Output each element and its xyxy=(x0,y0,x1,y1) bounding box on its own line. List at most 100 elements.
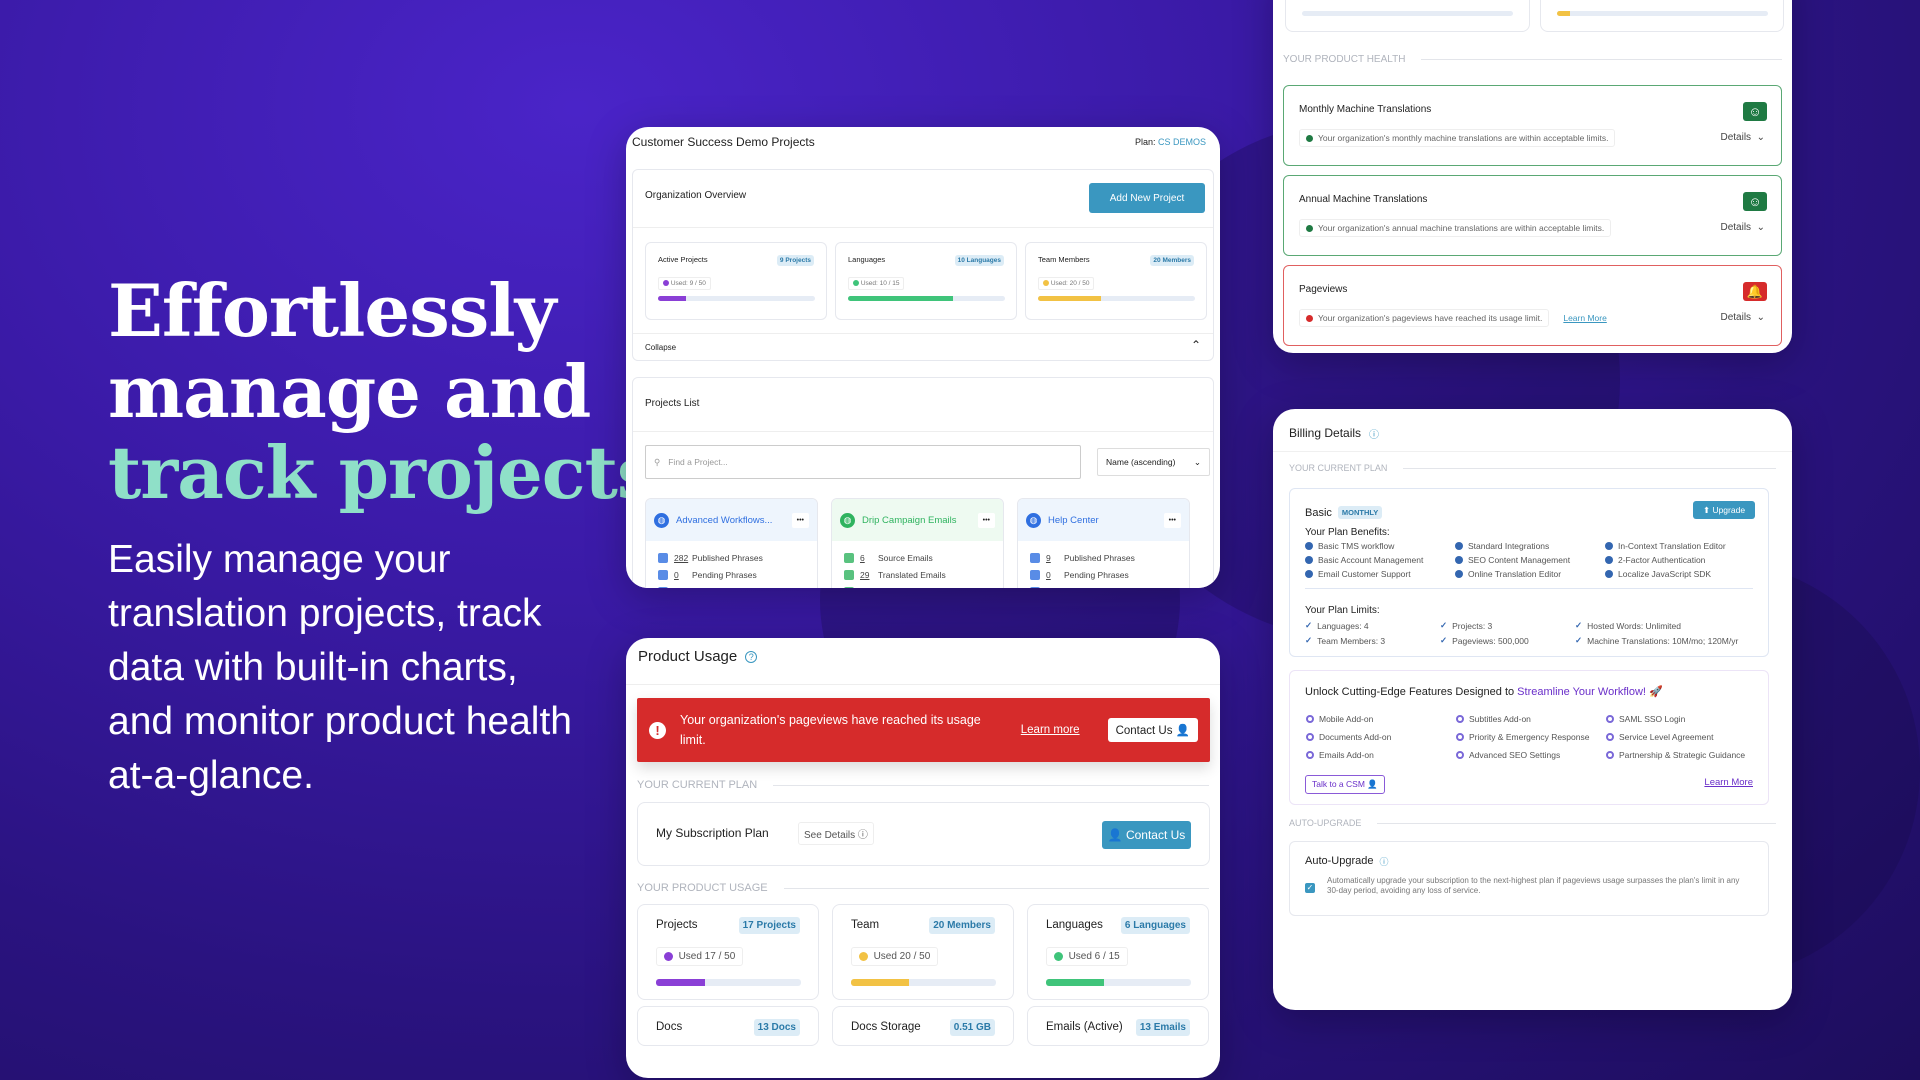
stat-icon xyxy=(658,569,668,580)
more-options-button[interactable]: ••• xyxy=(1163,512,1181,528)
search-icon: ⚲ xyxy=(654,456,661,467)
addon-item: Advanced SEO Settings xyxy=(1456,750,1606,760)
help-icon[interactable]: ? xyxy=(745,650,758,663)
upgrade-button[interactable]: ⬆ Upgrade xyxy=(1693,501,1755,519)
addon-icon xyxy=(1456,715,1464,723)
addon-item: Mobile Add-on xyxy=(1306,714,1456,724)
project-stat: 0 Pending Phrases xyxy=(658,566,805,583)
pageviews-alert: ! Your organization's pageviews have rea… xyxy=(637,698,1210,762)
limit-item: ✓ Machine Translations: 10M/mo; 120M/yr xyxy=(1575,635,1739,646)
chevron-up-icon[interactable]: ⌃ xyxy=(1190,338,1201,352)
learn-more-link[interactable]: Learn More xyxy=(1704,777,1753,788)
smile-icon: ☺ xyxy=(1743,102,1767,121)
learn-more-link[interactable]: Learn More xyxy=(1563,313,1607,323)
limit-item: ✓ Pageviews: 500,000 xyxy=(1440,635,1529,646)
progress-fill xyxy=(848,296,953,301)
health-item: Annual Machine Translations ☺ Your organ… xyxy=(1283,175,1782,256)
project-card[interactable]: ◍ Drip Campaign Emails ••• 6 Source Email… xyxy=(831,498,1004,588)
contact-us-button[interactable]: 👤 Contact Us xyxy=(1102,821,1191,849)
check-badge-icon xyxy=(1605,542,1613,550)
contact-us-button[interactable]: Contact Us 👤 xyxy=(1107,718,1198,742)
check-badge-icon xyxy=(1305,542,1313,550)
benefit-item: In-Context Translation Editor xyxy=(1605,541,1765,551)
addon-item: Subtitles Add-on xyxy=(1456,714,1606,724)
check-icon: ✓ xyxy=(1440,635,1448,645)
project-card[interactable]: ◍ Help Center ••• 9 Published Phrases 0 Pen… xyxy=(1017,498,1190,588)
check-badge-icon xyxy=(1605,556,1613,564)
progress-fill xyxy=(1038,296,1101,301)
add-new-project-button[interactable]: Add New Project xyxy=(1089,183,1205,213)
details-toggle[interactable]: Details ⌄ xyxy=(1720,132,1765,143)
projects-card: Customer Success Demo Projects Plan: CS … xyxy=(626,127,1220,588)
check-badge-icon xyxy=(1605,570,1613,578)
product-usage-card: Product Usage? ! Your organization's pag… xyxy=(626,638,1220,1078)
project-name[interactable]: Help Center xyxy=(1048,514,1099,526)
usage-card: Docs Storage 0.51 GB xyxy=(832,1006,1014,1046)
benefit-item: Standard Integrations xyxy=(1455,541,1605,551)
person-icon: 👤 xyxy=(1175,725,1190,737)
help-icon[interactable]: ⓘ xyxy=(1369,430,1380,441)
addon-item: Partnership & Strategic Guidance xyxy=(1606,750,1766,760)
addon-item: Priority & Emergency Response xyxy=(1456,732,1606,742)
subscription-box: My Subscription Plan See Details ⓘ 👤 Con… xyxy=(637,802,1210,866)
billing-card: Billing Details ⓘ YOUR CURRENT PLAN Basic… xyxy=(1273,409,1792,1010)
addon-item: SAML SSO Login xyxy=(1606,714,1766,724)
count-badge: 17 Projects xyxy=(738,917,800,934)
addon-item: Documents Add-on xyxy=(1306,732,1456,742)
count-badge: 13 Docs xyxy=(753,1019,800,1036)
help-icon[interactable]: ⓘ xyxy=(1379,857,1389,867)
talk-to-csm-button[interactable]: Talk to a CSM 👤 xyxy=(1305,775,1385,794)
more-options-button[interactable]: ••• xyxy=(977,512,995,528)
unlock-features-box: Unlock Cutting-Edge Features Designed to… xyxy=(1289,670,1769,805)
health-item: Pageviews 🔔 Your organization's pageview… xyxy=(1283,265,1782,346)
benefit-item: SEO Content Management xyxy=(1455,555,1605,565)
limit-item: ✓ Languages: 4 xyxy=(1305,620,1369,631)
details-toggle[interactable]: Details ⌄ xyxy=(1720,222,1765,233)
usage-card: Docs 13 Docs xyxy=(637,1006,819,1046)
learn-more-link[interactable]: Learn more xyxy=(1020,724,1080,736)
usage-card: Projects 17 Projects Used 17 / 50 xyxy=(637,904,819,1000)
health-item: Monthly Machine Translations ☺ Your orga… xyxy=(1283,85,1782,166)
more-options-button[interactable]: ••• xyxy=(791,512,809,528)
project-stat: 29 Translated Emails xyxy=(844,566,991,583)
product-health-card: YOUR PRODUCT HEALTH Monthly Machine Tran… xyxy=(1273,0,1792,353)
addon-item: Emails Add-on xyxy=(1306,750,1456,760)
project-name[interactable]: Drip Campaign Emails xyxy=(862,514,957,526)
project-name[interactable]: Advanced Workflows... xyxy=(676,514,773,526)
count-badge: 6 Languages xyxy=(1120,917,1190,934)
progress-fill xyxy=(1046,979,1104,986)
details-toggle[interactable]: Details ⌄ xyxy=(1720,312,1765,323)
usage-card: Team 20 Members Used 20 / 50 xyxy=(832,904,1014,1000)
stat-icon xyxy=(844,552,854,563)
stat-card: Team Members 20 Members Used: 20 / 50 xyxy=(1025,242,1207,320)
see-details-button[interactable]: See Details ⓘ xyxy=(798,822,874,845)
alert-icon: ! xyxy=(649,721,666,739)
search-input[interactable]: ⚲ Find a Project... xyxy=(645,445,1081,479)
auto-upgrade-checkbox[interactable]: ✓ xyxy=(1305,883,1315,893)
check-icon: ✓ xyxy=(1575,635,1583,645)
project-stat: 3Languages xyxy=(1030,583,1177,588)
benefit-item: Online Translation Editor xyxy=(1455,569,1605,579)
count-badge: 9 Projects xyxy=(776,255,814,266)
alert-bell-icon: 🔔 xyxy=(1743,282,1767,301)
check-badge-icon xyxy=(1455,570,1463,578)
addon-icon xyxy=(1606,715,1614,723)
check-badge-icon xyxy=(1455,556,1463,564)
plan-link[interactable]: CS DEMOS xyxy=(1157,137,1206,147)
stat-card: Languages 10 Languages Used: 10 / 15 xyxy=(835,242,1017,320)
addon-icon xyxy=(1306,733,1314,741)
count-badge: 20 Members xyxy=(1150,255,1194,266)
globe-icon: ◍ xyxy=(1026,512,1041,528)
collapse-toggle[interactable]: Collapse xyxy=(645,343,677,352)
addon-icon xyxy=(1606,733,1614,741)
project-stat: 9 Published Phrases xyxy=(1030,549,1177,566)
hero-body: Easily manage your translation projects,… xyxy=(108,538,572,797)
stat-icon xyxy=(844,569,854,580)
stat-icon xyxy=(844,586,854,588)
project-card[interactable]: ◍ Advanced Workflows... ••• 282 Published… xyxy=(645,498,818,588)
limit-item: ✓ Projects: 3 xyxy=(1440,620,1493,631)
usage-card: Emails (Active) 13 Emails xyxy=(1027,1006,1209,1046)
sort-select[interactable]: Name (ascending) ⌄ xyxy=(1097,448,1210,476)
